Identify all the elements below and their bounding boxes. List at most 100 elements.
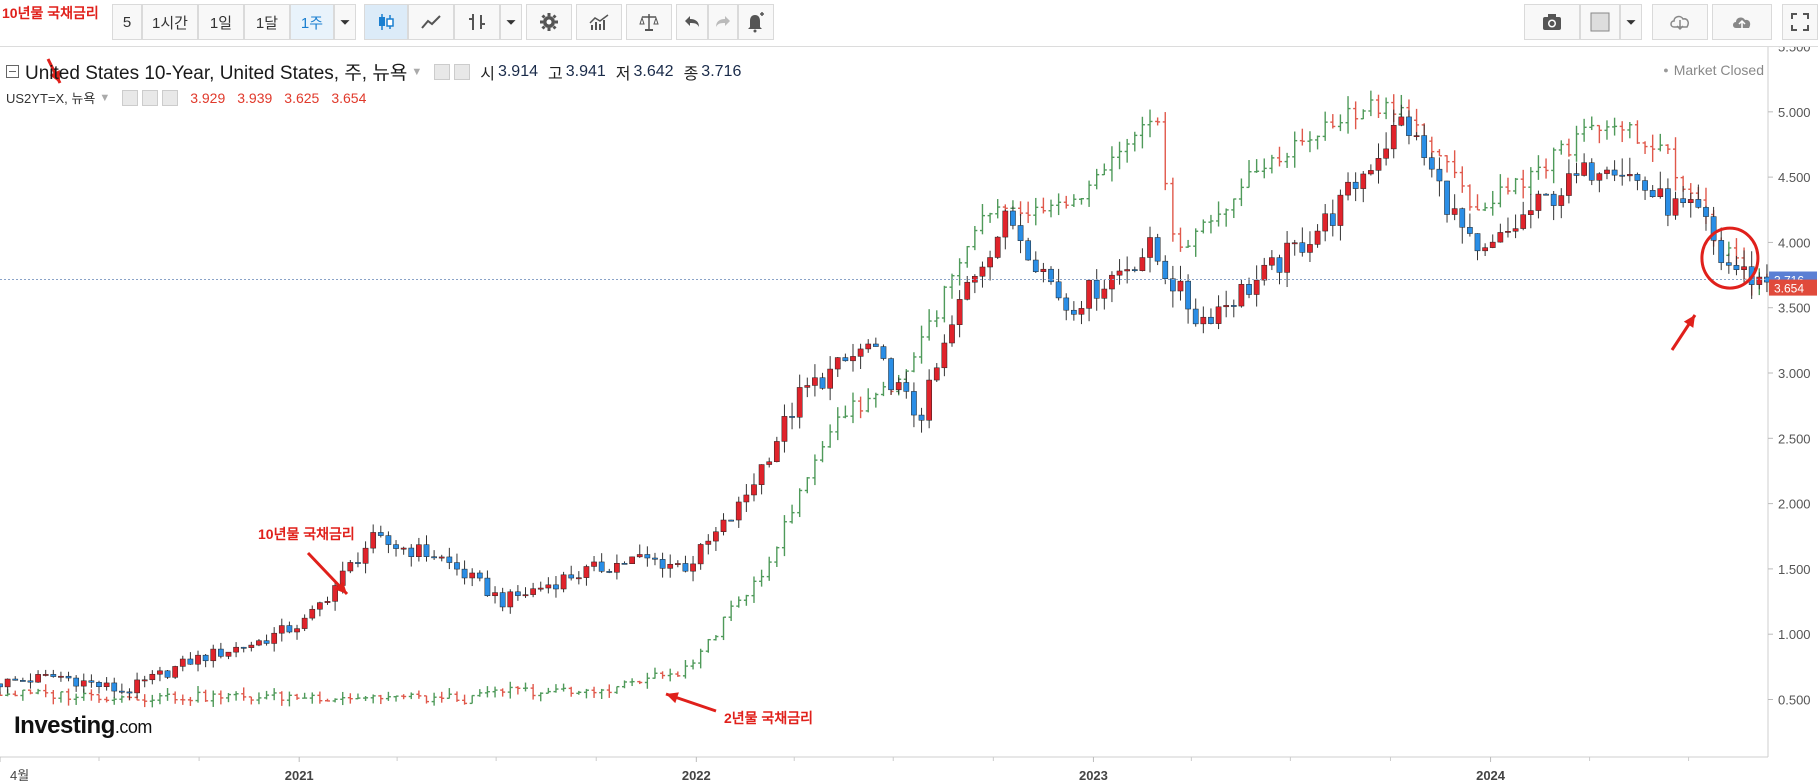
- y-tick-label: 3.500: [1778, 301, 1811, 316]
- indicators-icon: [589, 14, 609, 30]
- candle-body: [1345, 181, 1351, 196]
- screenshot-button[interactable]: [1524, 4, 1580, 40]
- bar-chart-button[interactable]: [454, 4, 500, 40]
- annotation-10-year: 10년물 국채금리: [258, 526, 355, 542]
- candle-body: [865, 343, 872, 350]
- add-alert-button[interactable]: [738, 4, 774, 40]
- series-settings-icon[interactable]: [454, 63, 471, 80]
- x-tick-label: 4월: [10, 768, 29, 781]
- chart-type-dropdown[interactable]: [500, 4, 522, 40]
- candle-body: [1063, 297, 1070, 311]
- annotation-2-year: 2년물 국채금리: [724, 710, 813, 726]
- candle-body: [438, 556, 445, 559]
- candle-body: [1756, 276, 1763, 285]
- y-tick-label: 4.500: [1778, 170, 1811, 185]
- candle-body: [819, 377, 826, 389]
- sub-settings-icon[interactable]: [142, 89, 159, 106]
- y-tick-label: 2.000: [1778, 497, 1811, 512]
- chart-legend: United States 10-Year, United States, 주,…: [6, 58, 741, 107]
- candle-body: [1741, 266, 1747, 270]
- candle-body: [317, 602, 323, 610]
- interval-button-5[interactable]: 5: [112, 4, 142, 40]
- color-picker-button[interactable]: [1580, 4, 1620, 40]
- candle-body: [1596, 173, 1603, 181]
- compare-button[interactable]: [626, 4, 672, 40]
- candle-body: [949, 324, 955, 344]
- sub-visibility-toggle-icon[interactable]: [122, 89, 139, 106]
- last-sub-price-label: 3.654: [1774, 282, 1804, 296]
- candlestick-chart-button[interactable]: [364, 4, 408, 40]
- candle-body: [1642, 180, 1648, 191]
- indicators-button[interactable]: [576, 4, 622, 40]
- visibility-toggle-icon[interactable]: [434, 63, 451, 80]
- candle-body: [286, 625, 293, 633]
- candle-body: [370, 532, 377, 549]
- settings-button[interactable]: [526, 4, 572, 40]
- interval-button-1d[interactable]: 1일: [198, 4, 244, 40]
- candle-body: [476, 572, 483, 579]
- candle-body: [1710, 216, 1717, 241]
- gear-icon: [540, 13, 558, 31]
- upload-button[interactable]: [1712, 4, 1772, 40]
- candle-body: [385, 535, 392, 545]
- candle-body: [1482, 247, 1488, 252]
- candle-body: [1162, 260, 1169, 280]
- candle-body: [895, 382, 902, 391]
- candle-body: [408, 547, 415, 557]
- interval-button-1m[interactable]: 1달: [244, 4, 290, 40]
- candle-body: [606, 571, 613, 573]
- candle-body: [1048, 268, 1054, 283]
- candle-body: [911, 391, 917, 416]
- redo-button[interactable]: [708, 4, 738, 40]
- candle-body: [1329, 213, 1336, 226]
- candle-body: [88, 680, 95, 683]
- interval-button-1h[interactable]: 1시간: [142, 4, 198, 40]
- candle-body: [553, 584, 559, 590]
- high-label: 고: [548, 65, 563, 83]
- candle-body: [659, 559, 666, 569]
- candle-body: [1672, 198, 1679, 216]
- camera-icon: [1543, 14, 1561, 30]
- candle-body: [96, 682, 102, 687]
- candle-body: [42, 674, 49, 676]
- candle-body: [1086, 279, 1092, 309]
- candle-body: [355, 562, 361, 564]
- y-tick-label: 5.500: [1778, 47, 1811, 55]
- chevron-down-icon: [506, 20, 516, 25]
- candle-body: [987, 257, 993, 268]
- interval-button-1w[interactable]: 1주: [290, 4, 334, 40]
- candle-body: [218, 648, 224, 657]
- candle-body: [362, 547, 369, 564]
- interval-dropdown[interactable]: [334, 4, 356, 40]
- price-chart[interactable]: 0.500 1.000 1.500 2.000 2.500 3.000 3.500 4.000…: [0, 47, 1818, 781]
- caret-down-icon[interactable]: ▼: [411, 65, 423, 78]
- candle-body: [766, 461, 773, 465]
- candle-body: [1284, 242, 1290, 273]
- candle-body: [1071, 309, 1077, 315]
- candle-body: [134, 679, 140, 694]
- candle-body: [1558, 195, 1565, 206]
- candle-body: [324, 601, 331, 603]
- candle-body: [522, 594, 529, 597]
- candle-body: [309, 608, 316, 619]
- candle-body: [1665, 188, 1671, 216]
- candle-body: [454, 562, 460, 570]
- download-button[interactable]: [1652, 4, 1708, 40]
- open-label: 시: [480, 65, 495, 83]
- line-chart-button[interactable]: [408, 4, 454, 40]
- candle-body: [674, 563, 681, 565]
- bar-chart-icon: [469, 14, 485, 30]
- collapse-legend-icon[interactable]: [6, 65, 19, 78]
- sub-remove-icon[interactable]: [162, 89, 179, 106]
- candle-body: [469, 572, 476, 579]
- candle-body: [1489, 241, 1496, 248]
- candle-body: [1017, 225, 1024, 241]
- undo-button[interactable]: [676, 4, 708, 40]
- candle-body: [195, 654, 201, 665]
- x-tick-label: 2023: [1079, 768, 1108, 781]
- chevron-down-icon: [340, 20, 350, 25]
- candle-body: [400, 547, 407, 550]
- color-dropdown[interactable]: [1620, 4, 1642, 40]
- caret-down-icon[interactable]: ▼: [99, 91, 111, 104]
- fullscreen-button[interactable]: [1782, 4, 1818, 40]
